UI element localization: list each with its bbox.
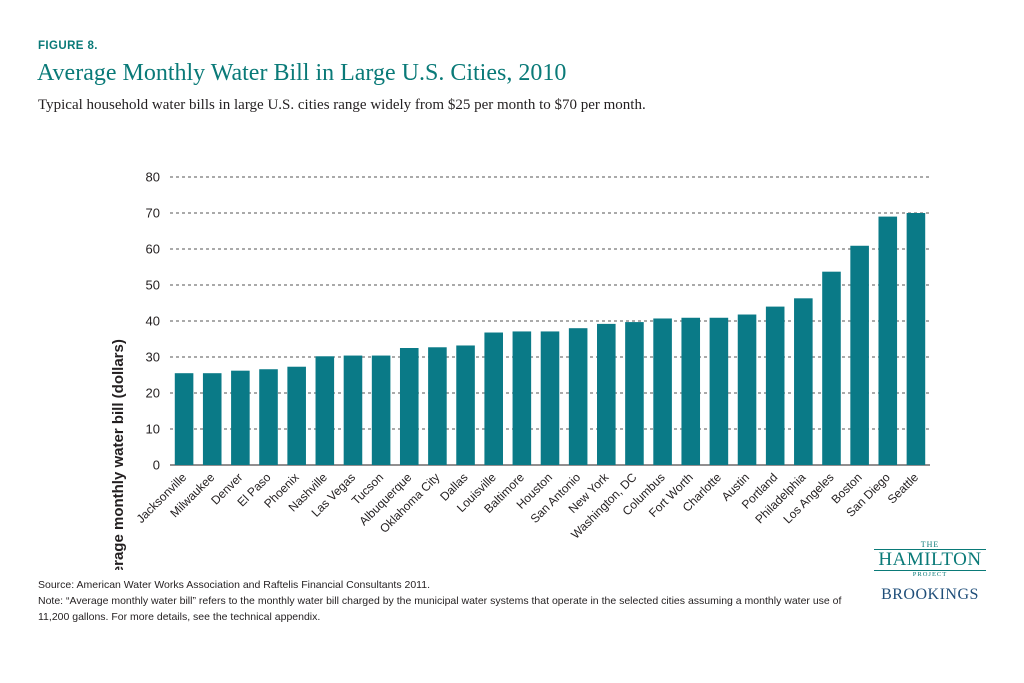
bar — [850, 245, 869, 465]
y-tick-label: 80 — [146, 170, 160, 185]
bar — [315, 356, 335, 465]
bar-chart: 0 10 20 30 40 50 60 70 80 JacksonvilleMilwaukeeD… — [110, 170, 930, 570]
bar — [456, 345, 475, 465]
y-tick-label: 50 — [146, 278, 160, 293]
y-tick-label: 60 — [146, 242, 160, 257]
bar — [512, 331, 532, 465]
bar — [906, 213, 926, 465]
bar — [765, 306, 785, 465]
bar — [737, 314, 757, 465]
y-tick-label: 10 — [146, 422, 160, 437]
chart-bars — [174, 213, 926, 465]
bar — [794, 298, 813, 465]
x-tick-label: Seattle — [885, 470, 922, 507]
logo-hamilton: HAMILTON — [878, 549, 982, 570]
bar — [653, 318, 672, 465]
bar — [878, 216, 898, 465]
y-axis-title: Average monthly water bill (dollars) — [110, 339, 127, 570]
bar — [540, 331, 560, 465]
bar — [399, 348, 419, 465]
figure-label: FIGURE 8. — [38, 40, 98, 52]
bar — [709, 317, 729, 465]
y-tick-label: 30 — [146, 350, 160, 365]
bar — [428, 347, 447, 465]
bar — [371, 355, 391, 465]
bar — [259, 369, 278, 465]
logo-project: PROJECT — [912, 571, 948, 578]
bar — [287, 366, 306, 465]
footnotes: Source: American Water Works Association… — [38, 577, 858, 625]
y-axis: 0 10 20 30 40 50 60 70 80 — [146, 170, 160, 473]
bar — [681, 317, 701, 465]
methodology-note: Note: “Average monthly water bill” refer… — [38, 595, 842, 623]
bar — [343, 355, 363, 465]
bar — [568, 328, 588, 465]
source-note: Source: American Water Works Association… — [38, 579, 430, 591]
logo-brookings: BROOKINGS — [881, 586, 979, 603]
y-tick-label: 0 — [153, 458, 160, 473]
y-tick-label: 20 — [146, 386, 160, 401]
bar — [231, 370, 250, 465]
chart-title: Average Monthly Water Bill in Large U.S.… — [37, 60, 567, 86]
bar — [484, 332, 503, 465]
chart-subtitle: Typical household water bills in large U… — [38, 97, 646, 113]
logo-rule — [874, 549, 986, 550]
y-tick-label: 40 — [146, 314, 160, 329]
logo-the: THE — [920, 540, 940, 549]
bar — [625, 322, 644, 465]
bar — [597, 323, 616, 465]
hamilton-brookings-logo: THE HAMILTON PROJECT BROOKINGS — [860, 540, 1000, 604]
bar — [822, 271, 841, 465]
bar — [174, 373, 194, 465]
bar — [202, 373, 222, 465]
logo-rule — [874, 570, 986, 571]
y-tick-label: 70 — [146, 206, 160, 221]
